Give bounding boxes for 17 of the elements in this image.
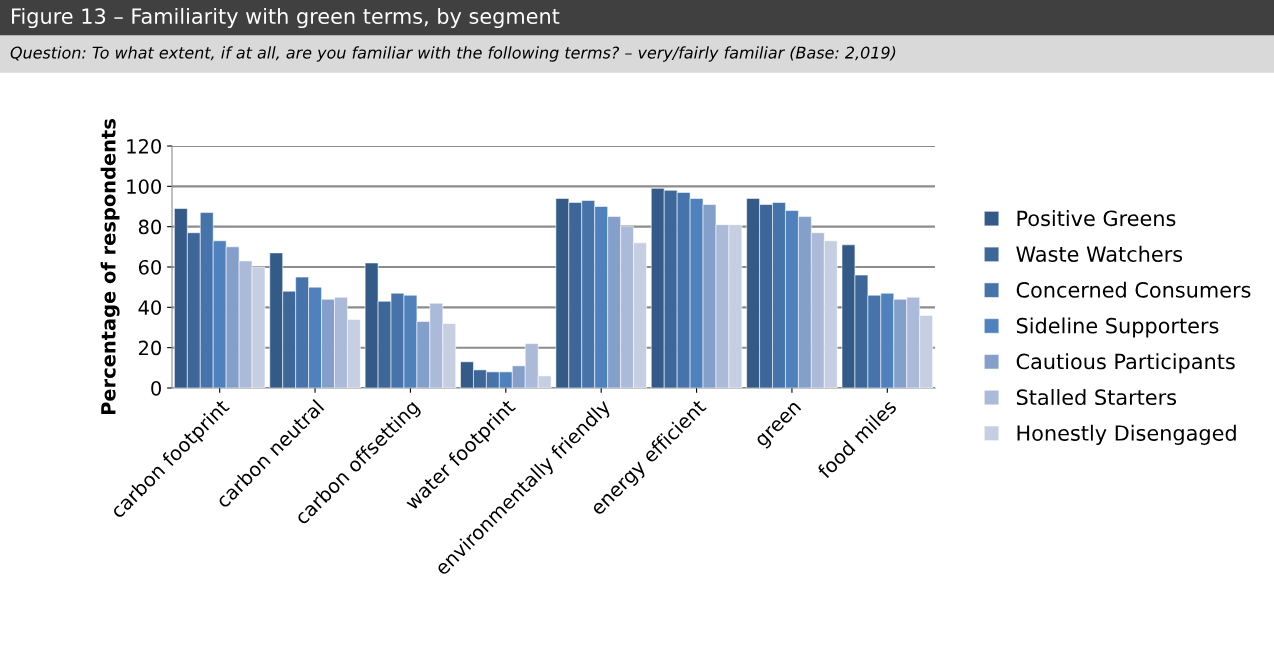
chart-subtitle: Question: To what extent, if at all, are you familiar with the following terms? – very/fairly familiar (Base: 2,019) [10,46,896,62]
y-tick-label: 60 [138,259,161,275]
legend-label: Sideline Supporters [1016,317,1219,338]
y-tick-label: 80 [138,219,161,235]
y-tick-label: 100 [127,179,161,194]
legend-label: Positive Greens [1017,210,1176,227]
y-axis-title: Percentage of respondents [100,119,120,415]
y-tick-label: 20 [138,340,161,356]
legend-label: Honestly Disengaged [1017,424,1236,445]
legend-label: Concerned Consumers [1016,281,1251,298]
chart-title: Figure 13 – Familiarity with green terms, by segment [12,7,560,29]
y-tick-label: 120 [127,138,161,154]
legend-label: Cautious Participants [1016,353,1235,374]
y-tick-label: 0 [151,380,161,396]
legend-label: Waste Watchers [1016,245,1183,262]
legend-label: Stalled Starters [1016,388,1177,406]
y-tick-label: 40 [138,300,161,315]
